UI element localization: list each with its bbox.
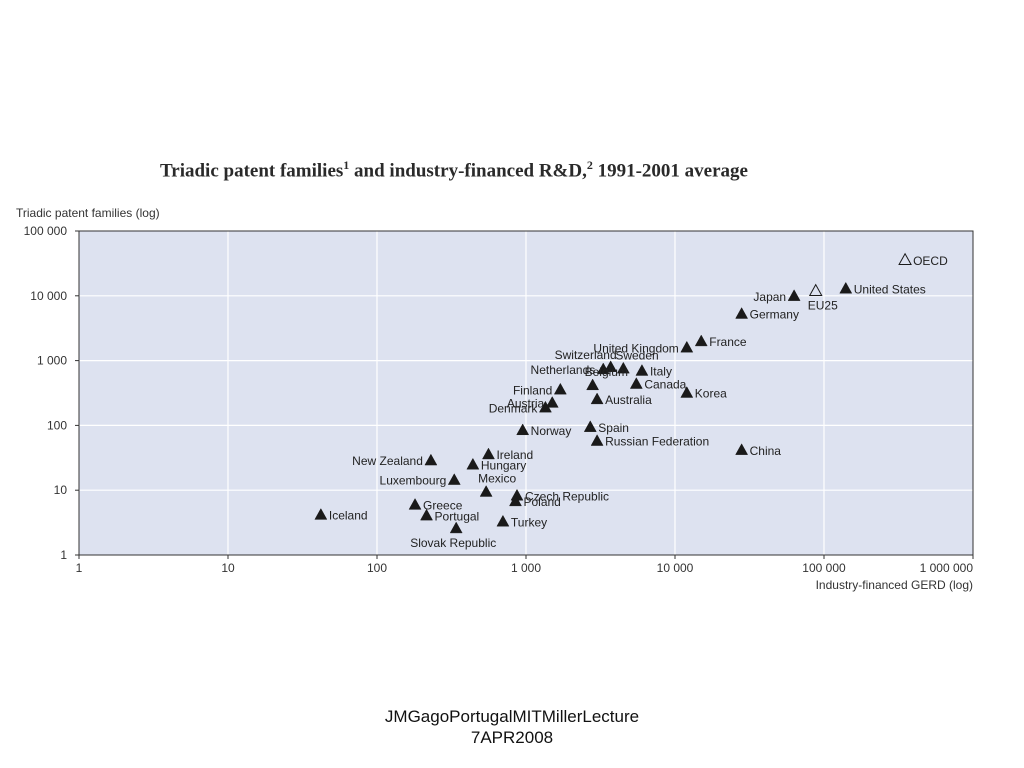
- data-point-label: China: [750, 444, 782, 458]
- x-tick-label: 1 000 000: [920, 561, 974, 575]
- data-point-marker: [590, 434, 604, 446]
- data-point-label: Norway: [531, 424, 572, 438]
- data-point-label: Sweden: [615, 348, 658, 362]
- data-point-marker: [898, 252, 912, 266]
- data-point-label: France: [709, 335, 747, 349]
- y-tick-label: 10 000: [30, 289, 67, 303]
- data-point-label: OECD: [913, 254, 948, 268]
- data-point-label: Italy: [650, 365, 672, 379]
- data-point-marker: [509, 494, 522, 507]
- x-tick-label: 100: [367, 561, 387, 575]
- title-footnote-1: 1: [343, 158, 350, 172]
- x-axis-label: Industry-financed GERD (log): [815, 578, 973, 592]
- x-tick-label: 1 000: [511, 561, 541, 575]
- data-point-label: Mexico: [478, 472, 516, 486]
- data-point-label: Slovak Republic: [410, 536, 496, 550]
- data-point-label: Japan: [753, 290, 786, 304]
- data-point-marker: [635, 364, 649, 376]
- data-point-marker: [735, 443, 749, 455]
- data-point-label: United Kingdom: [593, 341, 678, 355]
- data-point-marker: [586, 378, 600, 391]
- data-point-marker: [735, 307, 749, 319]
- data-point-marker: [408, 498, 422, 510]
- data-point-marker: [808, 283, 823, 296]
- y-tick-label: 100: [47, 418, 67, 432]
- y-tick-label: 10: [54, 483, 68, 497]
- data-point-marker: [680, 386, 694, 398]
- data-point-marker: [424, 453, 438, 466]
- data-point-label: Germany: [750, 308, 799, 322]
- data-point-label: Switzerland: [555, 348, 617, 362]
- data-point-label: Poland: [523, 495, 560, 509]
- data-point-marker: [482, 447, 495, 460]
- data-point-marker: [604, 360, 618, 372]
- data-point-label: Luxembourg: [380, 474, 447, 488]
- data-point-label: Canada: [644, 378, 686, 392]
- data-point-label: Netherlands: [531, 363, 596, 377]
- y-tick-label: 100 000: [24, 224, 68, 238]
- x-tick-label: 1: [76, 561, 83, 575]
- chart-title-end: 1991-2001 average: [592, 160, 748, 182]
- data-point-marker: [538, 400, 552, 413]
- footer-line-2: 7APR2008: [470, 728, 554, 747]
- data-point-label: Austria: [507, 397, 545, 411]
- data-point-label: Finland: [513, 383, 552, 397]
- data-point-label: EU25: [808, 299, 838, 313]
- data-point-label: Turkey: [511, 515, 547, 529]
- grid-lines: [79, 231, 973, 555]
- data-point-marker: [449, 521, 463, 534]
- data-point-marker: [596, 362, 610, 375]
- y-axis-label: Triadic patent families (log): [16, 206, 160, 220]
- data-point-marker: [583, 420, 597, 432]
- data-point-label: Belgium: [585, 365, 628, 379]
- x-tick-label: 10: [221, 561, 235, 575]
- y-tick-label: 1: [60, 548, 67, 562]
- footer: JMGagoPortugalMITMillerLecture 7APR2008: [0, 706, 1024, 748]
- data-point-marker: [496, 514, 510, 527]
- data-point-label: Australia: [605, 393, 652, 407]
- data-point-marker: [839, 281, 853, 294]
- data-point-label: Iceland: [329, 509, 368, 523]
- axis-ticks: 1 10 100 1 000 10 000 100 000 1 000 000 1 10 100 1…: [24, 224, 974, 575]
- data-point-label: New Zealand: [352, 454, 423, 468]
- data-point-marker: [314, 508, 328, 520]
- data-point-marker: [553, 382, 567, 395]
- x-tick-label: 100 000: [802, 561, 846, 575]
- data-point-marker: [447, 473, 461, 485]
- title-footnote-2: 2: [586, 158, 593, 172]
- data-point-marker: [420, 508, 433, 521]
- data-point-marker: [466, 457, 480, 470]
- data-point-label: Spain: [598, 421, 629, 435]
- data-point-marker: [629, 377, 643, 389]
- data-point-label: Portugal: [435, 509, 480, 523]
- data-point-marker: [680, 340, 694, 353]
- data-point-label: Ireland: [496, 448, 533, 462]
- data-point-marker: [479, 485, 493, 497]
- data-point-marker: [590, 392, 604, 405]
- data-point-label: Hungary: [481, 458, 526, 472]
- chart-title-middle: and industry-financed R&D,: [349, 160, 587, 182]
- chart-title-main: Triadic patent families: [160, 160, 344, 182]
- data-point-marker: [545, 396, 559, 408]
- data-point-label: Korea: [695, 387, 727, 401]
- data-point-label: Denmark: [489, 401, 539, 415]
- data-point-marker: [516, 423, 530, 436]
- data-point-label: United States: [854, 282, 926, 296]
- data-point-label: Czech Republic: [525, 489, 609, 503]
- y-tick-label: 1 000: [37, 354, 67, 368]
- data-point-label: Russian Federation: [605, 435, 709, 449]
- chart-title: Triadic patent families1 and industry-fi…: [160, 158, 920, 182]
- data-point-marker: [694, 334, 708, 347]
- data-point-marker: [787, 289, 801, 301]
- data-point-marker: [616, 361, 630, 374]
- footer-line-1: JMGagoPortugalMITMillerLecture: [384, 707, 640, 726]
- data-point-label: Greece: [423, 499, 463, 513]
- x-tick-label: 10 000: [657, 561, 694, 575]
